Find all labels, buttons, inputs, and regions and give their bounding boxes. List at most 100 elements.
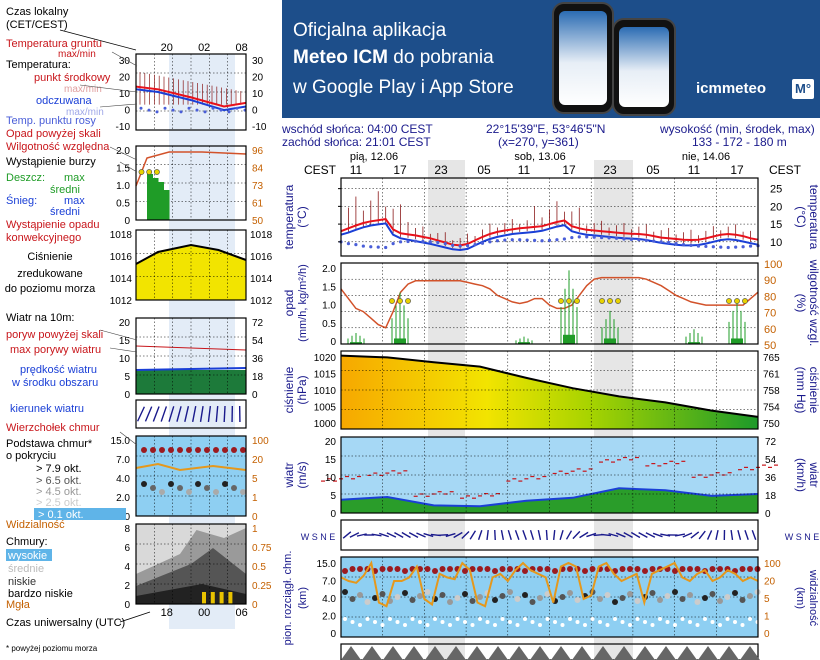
cloud-top-mark — [649, 566, 656, 572]
legend-cover-tick: 2 — [124, 581, 130, 592]
legend-wind-arrow — [184, 406, 190, 422]
wind-arrow — [690, 531, 700, 539]
cover-mark — [635, 646, 655, 660]
legend-pressure-tick-right: 1014 — [250, 274, 273, 285]
cloud-base-mark — [597, 596, 603, 602]
elevation-values: 133 - 172 - 180 m — [692, 135, 787, 149]
legend-leader-line — [99, 103, 138, 108]
wind-arrow — [342, 531, 352, 539]
legend-local-tick: 02 — [198, 42, 210, 54]
legend-gust-over: poryw powyżej skali — [6, 329, 103, 341]
cloud-top-mark — [357, 566, 363, 572]
cover-mark — [383, 646, 403, 660]
legend-cloud-top-mark — [222, 447, 228, 453]
wind-tick: 5 — [330, 491, 336, 502]
temp-tick: 10 — [770, 237, 782, 249]
legend-wind-tick-right: 18 — [252, 372, 264, 383]
pressure-frame — [340, 350, 759, 430]
cloud-base-mark — [349, 596, 356, 602]
legend-cloud-top-mark — [213, 447, 219, 453]
legend-wind-tick: 0 — [124, 390, 130, 401]
cloud-base-mark-low — [665, 620, 670, 624]
dew-point-mark — [503, 238, 507, 242]
dew-point-mark — [748, 244, 753, 248]
wind-arrow — [586, 532, 597, 538]
precip-frame — [340, 262, 759, 345]
legend-temp-line — [135, 85, 247, 108]
temp-series-line — [340, 218, 759, 247]
pressure-axis-unit: (hPa) — [295, 375, 309, 404]
humidity-series-line — [340, 276, 759, 329]
storm-mark — [558, 298, 564, 304]
rain-avg-bar — [563, 334, 575, 344]
legend-cloud-top-mark — [177, 447, 183, 453]
cloud-base-mark-low — [478, 617, 482, 621]
legend-leader-line — [119, 161, 138, 173]
legend-fog-tick: 0.25 — [252, 581, 272, 592]
legend-temp-tick-right: -10 — [252, 122, 267, 133]
dew-point-mark — [354, 243, 358, 247]
storm-mark — [734, 298, 740, 304]
cloud-top-mark — [469, 566, 476, 572]
dew-point-mark — [637, 238, 641, 242]
legend-okt-45: > 4.5 okt. — [36, 486, 82, 498]
legend-dew-mark — [203, 110, 207, 114]
legend-okt-79: > 7.9 okt. — [36, 463, 82, 475]
cover-mark — [677, 646, 697, 660]
cloud-base-mark — [724, 594, 731, 600]
pressure-axis-label-right: ciśnienie — [807, 367, 820, 414]
dew-point-mark — [413, 239, 418, 243]
wind-arrow — [715, 529, 719, 541]
cloud-base-mark-low — [425, 623, 430, 627]
cover-mark — [740, 646, 760, 660]
cloud-base-mark — [447, 599, 453, 605]
legend-cloud-top-mark — [240, 447, 246, 453]
wind-tick: 20 — [325, 437, 337, 448]
day-label: nie, 14.06 — [682, 151, 730, 163]
cloud-base-mark-low — [545, 617, 550, 621]
dew-point-mark — [465, 244, 470, 248]
rain-avg-bar — [731, 338, 743, 344]
wind-arrow — [608, 532, 619, 538]
cloud-base-mark — [544, 591, 551, 597]
cloud-base-mark — [634, 598, 641, 604]
wind-axis-unit-right: (km/h) — [794, 458, 808, 492]
cloud-base-mark-low — [455, 617, 460, 621]
legend-coverage: o pokryciu — [6, 450, 56, 462]
cloud-base-mark-low — [343, 617, 347, 621]
pressure-tick-mmhg: 750 — [763, 419, 780, 430]
legend-snow-max: max — [64, 195, 85, 207]
legend-wind-tick-right: 36 — [252, 354, 264, 365]
legend-mid: średnie — [8, 563, 44, 575]
dew-point-mark — [384, 245, 388, 250]
wind-arrow — [698, 530, 706, 540]
cloud-base-mark — [559, 594, 566, 600]
legend-humidity-tick: 96 — [252, 146, 264, 157]
cloud-base-mark-low — [673, 623, 677, 627]
cloud-base-mark — [469, 598, 476, 604]
legend-wind-center: w środku obszaru — [11, 377, 98, 389]
wind-axis-unit: (m/s) — [295, 461, 309, 488]
cover-mark — [446, 646, 466, 660]
storm-mark — [607, 298, 613, 304]
visibility-axis-label: widzialność — [807, 569, 819, 627]
temp-axis-unit: (°C) — [295, 206, 309, 227]
app-banner[interactable]: Oficjalna aplikacja Meteo ICM do pobrani… — [282, 0, 820, 118]
wind-arrow — [600, 533, 612, 537]
wind-speed-line — [340, 487, 759, 508]
legend-temp-tick-right: 10 — [252, 89, 264, 100]
legend-humidity-tick: 73 — [252, 181, 264, 192]
humidity-axis-unit: (%) — [794, 294, 808, 313]
banner-brand: Meteo ICM — [293, 47, 388, 68]
wind-arrow — [477, 530, 483, 540]
legend-cloud-base-mark — [186, 489, 192, 495]
dew-point-mark — [525, 238, 529, 242]
legend-cloud-top-mark — [204, 447, 210, 453]
visibility-tick: 0 — [764, 629, 770, 640]
legend-cover-tick: 0 — [124, 600, 130, 611]
cloud-base-mark — [417, 593, 423, 599]
wind-frame — [340, 436, 759, 514]
wind-arrow — [453, 531, 463, 539]
